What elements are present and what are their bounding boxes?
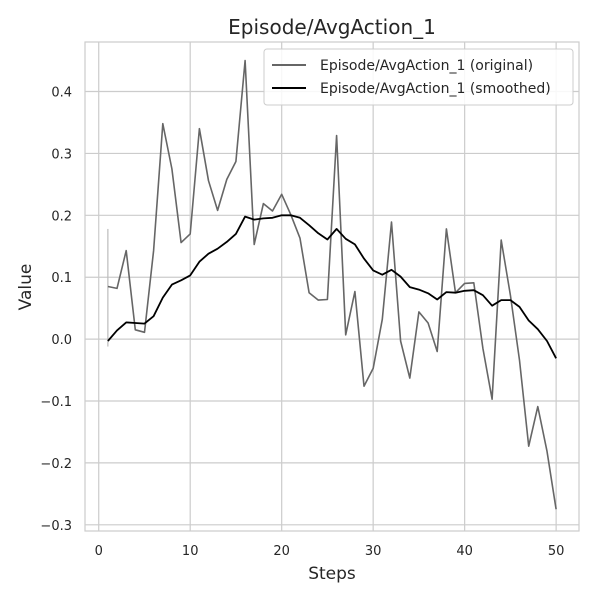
chart-title: Episode/AvgAction_1 <box>228 15 436 39</box>
y-tick-label: 0.2 <box>51 209 72 224</box>
series-line-smoothed <box>107 214 557 359</box>
series-line-original <box>107 59 557 510</box>
x-tick-label: 20 <box>273 544 290 559</box>
y-tick-labels: −0.3 −0.2 −0.1 0.0 0.1 0.2 0.3 0.4 <box>40 86 72 534</box>
y-tick-label: 0.3 <box>51 147 72 162</box>
series-lines <box>107 59 557 510</box>
x-tick-label: 0 <box>95 544 103 559</box>
x-axis-title: Steps <box>308 564 356 584</box>
x-tick-labels: 0 10 20 30 40 50 <box>95 544 565 559</box>
x-tick-label: 50 <box>548 544 565 559</box>
y-tick-label: 0.4 <box>51 86 72 101</box>
y-tick-label: −0.2 <box>40 457 72 472</box>
x-tick-label: 10 <box>182 544 199 559</box>
legend-label-original: Episode/AvgAction_1 (original) <box>320 58 533 74</box>
plot-frame <box>84 41 580 532</box>
y-axis-title: Value <box>16 264 36 311</box>
x-tick-label: 30 <box>365 544 382 559</box>
y-tick-label: 0.1 <box>51 271 72 286</box>
legend-box <box>263 48 574 106</box>
y-tick-label: −0.1 <box>40 395 72 410</box>
y-tick-label: −0.3 <box>40 519 72 534</box>
x-tick-label: 40 <box>456 544 473 559</box>
legend-label-smoothed: Episode/AvgAction_1 (smoothed) <box>320 81 551 97</box>
legend: Episode/AvgAction_1 (original) Episode/A… <box>263 48 574 106</box>
y-tick-label: 0.0 <box>51 333 72 348</box>
